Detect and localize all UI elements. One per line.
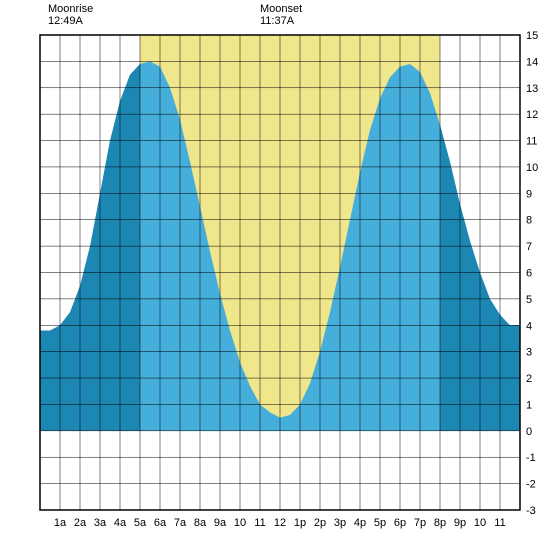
x-tick-label: 4a — [114, 517, 127, 529]
x-tick-label: 1a — [54, 517, 67, 529]
tide-chart: -3-2-101234567891011121314151a2a3a4a5a6a… — [0, 0, 550, 550]
moonrise-time: 12:49A — [48, 15, 84, 27]
moonset-time: 11:37A — [260, 15, 295, 27]
y-tick-label: 10 — [526, 162, 538, 174]
y-tick-label: -2 — [526, 479, 536, 491]
y-tick-label: 8 — [526, 215, 532, 227]
x-tick-label: 11 — [494, 517, 505, 529]
x-tick-label: 8a — [194, 517, 207, 529]
x-tick-label: 4p — [354, 517, 366, 529]
x-tick-label: 6p — [394, 517, 406, 529]
y-tick-label: 3 — [526, 347, 532, 359]
x-tick-label: 10 — [234, 517, 246, 529]
y-tick-label: 14 — [526, 56, 538, 68]
x-tick-label: 11 — [254, 517, 265, 529]
x-tick-label: 5p — [374, 517, 386, 529]
y-tick-label: 15 — [526, 30, 538, 42]
y-tick-label: -3 — [526, 505, 536, 517]
x-tick-label: 2p — [314, 517, 326, 529]
y-tick-label: -1 — [526, 452, 536, 464]
y-tick-label: 0 — [526, 426, 532, 438]
y-tick-label: 9 — [526, 188, 532, 200]
y-tick-label: 11 — [526, 136, 537, 148]
x-tick-label: 6a — [154, 517, 167, 529]
x-tick-label: 3p — [334, 517, 346, 529]
y-tick-label: 12 — [526, 109, 538, 121]
moonrise-label: Moonrise — [48, 3, 93, 15]
y-tick-label: 13 — [526, 83, 538, 95]
x-tick-label: 5a — [134, 517, 147, 529]
x-tick-label: 12 — [274, 517, 286, 529]
y-tick-label: 2 — [526, 373, 532, 385]
x-tick-label: 7p — [414, 517, 426, 529]
x-tick-label: 9p — [454, 517, 466, 529]
moonset-label: Moonset — [260, 3, 302, 15]
x-tick-label: 2a — [74, 517, 87, 529]
y-tick-label: 7 — [526, 241, 532, 253]
y-tick-label: 5 — [526, 294, 532, 306]
y-tick-label: 4 — [526, 320, 532, 332]
y-tick-label: 6 — [526, 268, 532, 280]
x-tick-label: 1p — [294, 517, 306, 529]
x-tick-label: 10 — [474, 517, 486, 529]
y-tick-label: 1 — [526, 399, 532, 411]
chart-svg: -3-2-101234567891011121314151a2a3a4a5a6a… — [0, 0, 550, 550]
x-tick-label: 7a — [174, 517, 187, 529]
x-tick-label: 9a — [214, 517, 227, 529]
x-tick-label: 3a — [94, 517, 107, 529]
x-tick-label: 8p — [434, 517, 446, 529]
